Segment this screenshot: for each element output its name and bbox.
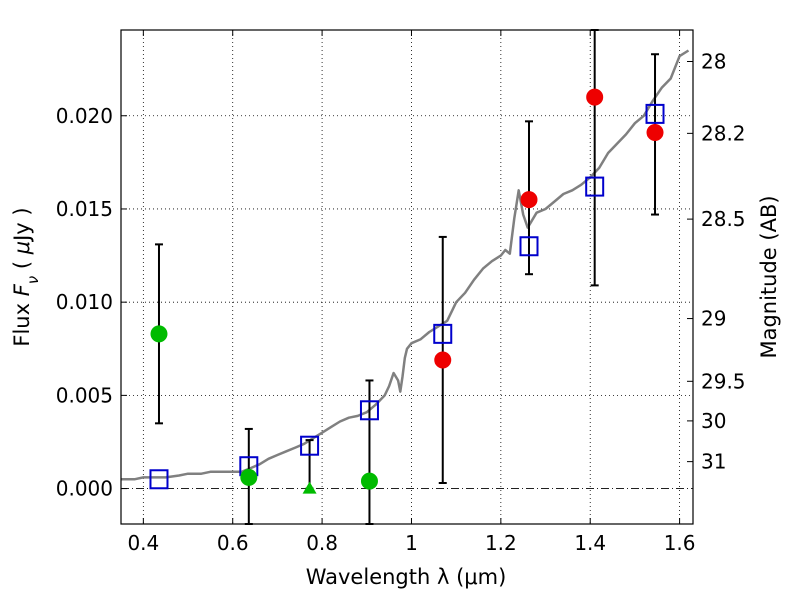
red-detection-point — [520, 191, 538, 209]
model-flux-box — [645, 103, 665, 124]
model-flux-box — [359, 400, 379, 421]
y-axis-title-part: F — [10, 283, 34, 296]
x-axis-title-text: Wavelength λ (μm) — [306, 565, 507, 589]
detections-layer — [150, 88, 664, 494]
model-boxes-layer — [149, 103, 665, 490]
red-detection-point — [434, 351, 452, 369]
green-upper-limit-marker — [302, 481, 317, 494]
green-detection-point — [150, 325, 168, 343]
x-axis-ticks: 0.4 0.6 0.8 1 1.2 1.4 1.6 — [127, 30, 696, 555]
x-tick-label: 0.6 — [217, 531, 249, 555]
red-detection-point — [586, 88, 604, 106]
x-axis-title: Wavelength λ (μm) — [306, 565, 507, 589]
y-axis-title-part: μ — [10, 241, 34, 255]
error-bars-layer — [154, 29, 660, 525]
y-axis-title: Flux Fν ( μJy ) — [10, 207, 42, 346]
y-tick-label: 0.015 — [56, 197, 113, 221]
template-spectrum-line — [121, 49, 690, 481]
magnitude-tick-label: 28.5 — [701, 207, 746, 231]
right-axis-title-text: Magnitude (AB) — [757, 195, 781, 358]
y-tick-label: 0.000 — [56, 477, 113, 501]
model-flux-box — [585, 176, 605, 197]
red-detection-point — [646, 124, 664, 142]
x-tick-label: 1.2 — [485, 531, 517, 555]
green-detection-point — [360, 472, 378, 490]
right-axis-title: Magnitude (AB) — [757, 195, 781, 358]
y-tick-label: 0.010 — [56, 290, 113, 314]
x-tick-label: 0.4 — [127, 531, 159, 555]
model-flux-box — [149, 469, 169, 490]
magnitude-axis-ticks: 28 28.2 28.5 29 29.5 30 31 — [687, 50, 746, 474]
model-flux-box — [433, 323, 453, 344]
green-detection-point — [240, 468, 258, 486]
y-axis-title-part: Jy ) — [10, 207, 34, 243]
magnitude-tick-label: 31 — [701, 450, 726, 474]
y-axis-title-part: ( — [10, 254, 34, 276]
magnitude-tick-label: 29 — [701, 307, 726, 331]
grid-lines — [121, 30, 693, 524]
x-tick-label: 0.8 — [306, 531, 338, 555]
model-flux-box — [519, 236, 539, 257]
template-spectrum-layer — [121, 49, 690, 481]
x-tick-label: 1.4 — [574, 531, 606, 555]
magnitude-tick-label: 28.2 — [701, 121, 746, 145]
magnitude-tick-label: 29.5 — [701, 369, 746, 393]
y-tick-label: 0.020 — [56, 104, 113, 128]
y-axis-title-part: Flux — [10, 296, 34, 346]
plot-frame — [120, 29, 694, 525]
x-tick-label: 1.6 — [664, 531, 696, 555]
x-tick-label: 1 — [405, 531, 418, 555]
magnitude-tick-label: 28 — [701, 50, 726, 74]
magnitude-tick-label: 30 — [701, 409, 726, 433]
y-axis-ticks: 0.000 0.005 0.010 0.015 0.020 — [56, 104, 127, 501]
model-flux-box — [300, 435, 320, 456]
y-tick-label: 0.005 — [56, 383, 113, 407]
y-axis-title-part: ν — [24, 276, 42, 284]
